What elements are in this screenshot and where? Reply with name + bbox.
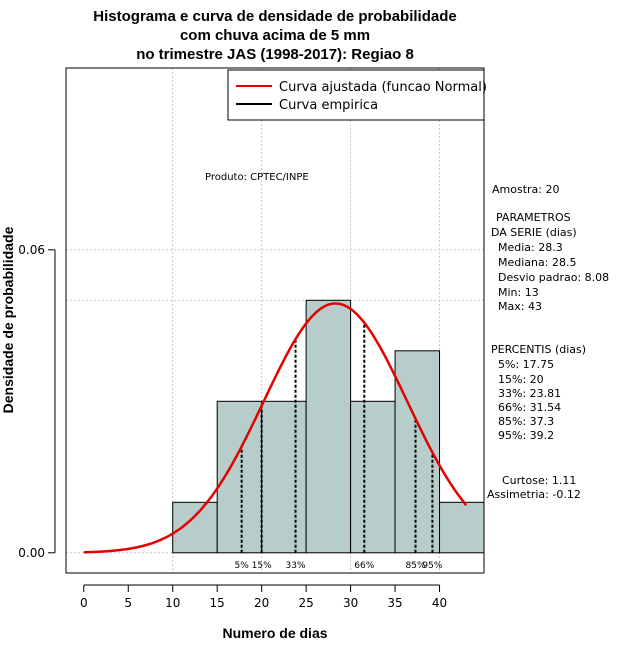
stat-media: Media: 28.3: [498, 241, 563, 254]
params-title-1: PARAMETROS: [496, 211, 571, 224]
x-tick-label: 5: [124, 596, 132, 610]
x-tick-label: 35: [387, 596, 402, 610]
chart-title-line-2: com chuva acima de 5 mm: [180, 27, 370, 44]
x-tick-label: 0: [80, 596, 88, 610]
stat-p85: 85%: 37.3: [498, 415, 554, 428]
stat-min: Min: 13: [498, 286, 539, 299]
y-axis-title: Densidade de probabilidade: [0, 226, 16, 413]
histogram-bar: [350, 400, 396, 554]
stat-p95: 95%: 39.2: [498, 429, 554, 442]
fitted-curve-layer: [83, 302, 468, 554]
percentis-title: PERCENTIS (dias): [491, 343, 586, 356]
stat-p33: 33%: 23.81: [498, 387, 561, 400]
stat-assimetria: Assimetria: -0.12: [487, 488, 581, 501]
product-note: Produto: CPTEC/INPE: [205, 172, 309, 183]
x-axis-title: Numero de dias: [222, 625, 327, 641]
x-tick-label: 20: [254, 596, 269, 610]
chart-title-line-3: no trimestre JAS (1998-2017): Regiao 8: [136, 46, 414, 63]
statistics-panel: Amostra: 20 PARAMETROS DA SERIE (dias) M…: [487, 183, 609, 501]
histogram-bars: [172, 299, 485, 554]
x-tick-label: 40: [432, 596, 447, 610]
percentile-marker-label: 33%: [286, 561, 306, 571]
histogram-bar: [305, 299, 352, 554]
percentile-marker-label: 5%: [235, 561, 250, 571]
stat-p15: 15%: 20: [498, 373, 544, 386]
percentile-marker-label: 15%: [252, 561, 272, 571]
legend-empirical-label: Curva empirica: [279, 98, 378, 113]
stat-p66: 66%: 31.54: [498, 401, 561, 414]
params-title-2: DA SERIE (dias): [491, 226, 577, 239]
percentile-markers: 5% 15% 33% 66% 85%95%: [235, 322, 443, 571]
x-tick-label: 10: [165, 596, 180, 610]
histogram-bar: [216, 400, 263, 554]
sample-size: Amostra: 20: [492, 183, 559, 196]
axes: 0 5 10 15 20 25 30 35 40 0.00 0.06: [18, 243, 447, 610]
x-tick-label: 30: [343, 596, 358, 610]
percentile-marker-label: 66%: [354, 561, 374, 571]
legend-fitted-label: Curva ajustada (funcao Normal): [279, 80, 487, 95]
plot-frame: [65, 67, 485, 574]
histogram-bar: [261, 400, 307, 554]
x-tick-label: 15: [210, 596, 225, 610]
histogram-bar: [439, 501, 485, 554]
legend: Curva ajustada (funcao Normal) Curva emp…: [227, 69, 487, 121]
stat-curtose: Curtose: 1.11: [502, 474, 576, 487]
stat-mediana: Mediana: 28.5: [498, 256, 576, 269]
percentile-marker-label: 85%: [406, 561, 426, 571]
x-tick-label: 25: [298, 596, 313, 610]
histogram-bar: [172, 501, 218, 554]
percentile-marker-label: 95%: [422, 561, 442, 571]
stat-p5: 5%: 17.75: [498, 358, 554, 371]
stat-desvio: Desvio padrao: 8.08: [498, 271, 609, 284]
fitted-normal-curve: [83, 302, 468, 554]
chart-title-line-1: Histograma e curva de densidade de proba…: [93, 8, 456, 25]
y-tick-label: 0.06: [18, 243, 45, 257]
legend-box: [227, 69, 485, 121]
stat-max: Max: 43: [498, 300, 542, 313]
y-tick-label: 0.00: [18, 546, 45, 560]
